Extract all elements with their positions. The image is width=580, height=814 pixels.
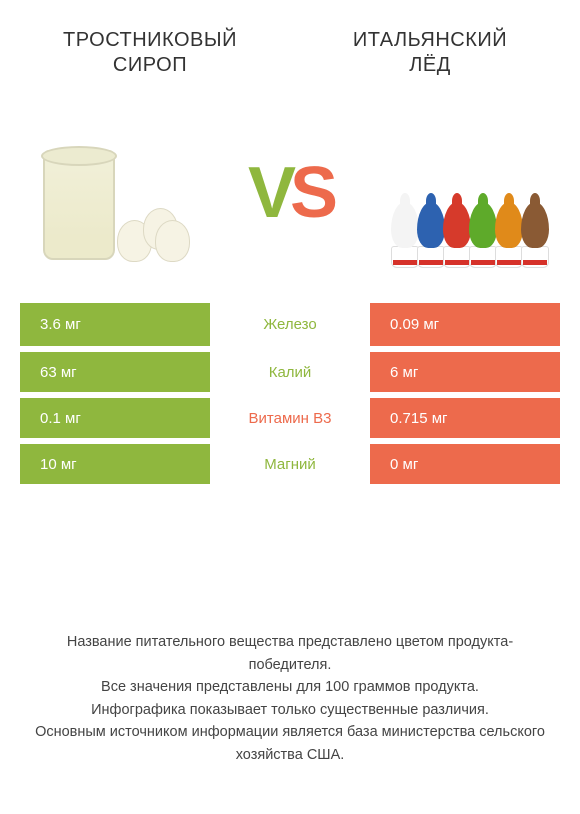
value-left: 3.6 мг [20, 303, 210, 346]
table-row: 0.1 мгВитамин B30.715 мг [20, 395, 560, 438]
table-row: 63 мгКалий6 мг [20, 349, 560, 392]
ice-cone-icon [391, 202, 419, 268]
product-image-right [385, 118, 555, 268]
value-left: 10 мг [20, 444, 210, 484]
product-image-left [25, 118, 195, 268]
table-row: 3.6 мгЖелезо0.09 мг [20, 303, 560, 346]
nutrient-label: Железо [210, 303, 370, 346]
ice-cone-icon [443, 202, 471, 268]
nutrient-label: Калий [210, 352, 370, 392]
value-left: 63 мг [20, 352, 210, 392]
value-right: 0 мг [370, 444, 560, 484]
table-row: 10 мгМагний0 мг [20, 441, 560, 484]
ice-cone-icon [495, 202, 523, 268]
value-right: 0.715 мг [370, 398, 560, 438]
nutrient-label: Витамин B3 [210, 398, 370, 438]
nutrient-label: Магний [210, 444, 370, 484]
ice-cone-icon [417, 202, 445, 268]
nutrient-table: 3.6 мгЖелезо0.09 мг63 мгКалий6 мг0.1 мгВ… [20, 303, 560, 484]
vs-s: S [290, 152, 332, 234]
vs-v: V [248, 152, 290, 234]
title-left: ТРОСТНИКОВЫЙ СИРОП [30, 28, 270, 78]
title-right: ИТАЛЬЯНСКИЙ ЛЁД [310, 28, 550, 78]
vs-label: VS [248, 152, 332, 234]
footnote: Название питательного вещества представл… [0, 631, 580, 766]
ice-cone-icon [521, 202, 549, 268]
value-right: 6 мг [370, 352, 560, 392]
value-right: 0.09 мг [370, 303, 560, 346]
value-left: 0.1 мг [20, 398, 210, 438]
ice-cone-icon [469, 202, 497, 268]
